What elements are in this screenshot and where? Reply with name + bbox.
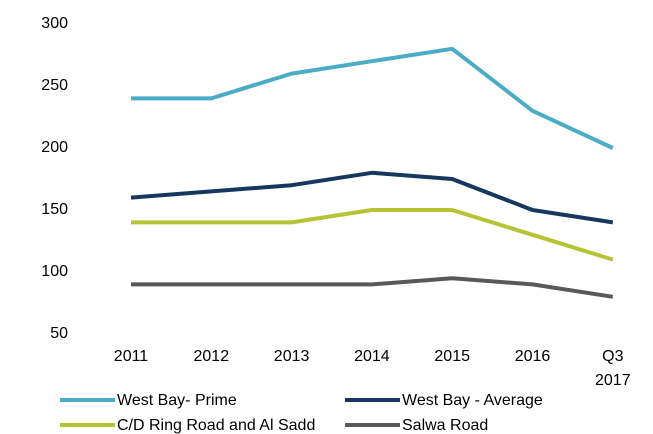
x-tick-label: 2016	[515, 348, 551, 365]
x-tick-label: 2011	[114, 348, 149, 365]
x-tick-label: 2015	[434, 348, 470, 365]
x-tick-label: 2012	[194, 348, 230, 365]
legend-label: C/D Ring Road and Al Sadd	[117, 417, 315, 434]
legend-label: West Bay- Prime	[117, 392, 237, 409]
series-line	[131, 46, 614, 150]
series-line	[131, 276, 614, 299]
y-tick-label: 200	[41, 139, 68, 156]
x-tick-label: 2013	[274, 348, 310, 365]
series-line	[130, 170, 614, 225]
legend-label: Salwa Road	[402, 417, 488, 434]
legend-label: West Bay - Average	[402, 392, 543, 409]
series-line	[131, 208, 614, 262]
x-tick-label: Q3 2017	[595, 348, 631, 389]
x-tick-label: 2014	[354, 348, 390, 365]
y-tick-label: 50	[50, 325, 68, 342]
y-tick-label: 150	[41, 201, 68, 218]
y-tick-label: 250	[41, 77, 68, 94]
y-tick-label: 100	[41, 263, 68, 280]
y-tick-label: 300	[41, 15, 68, 32]
